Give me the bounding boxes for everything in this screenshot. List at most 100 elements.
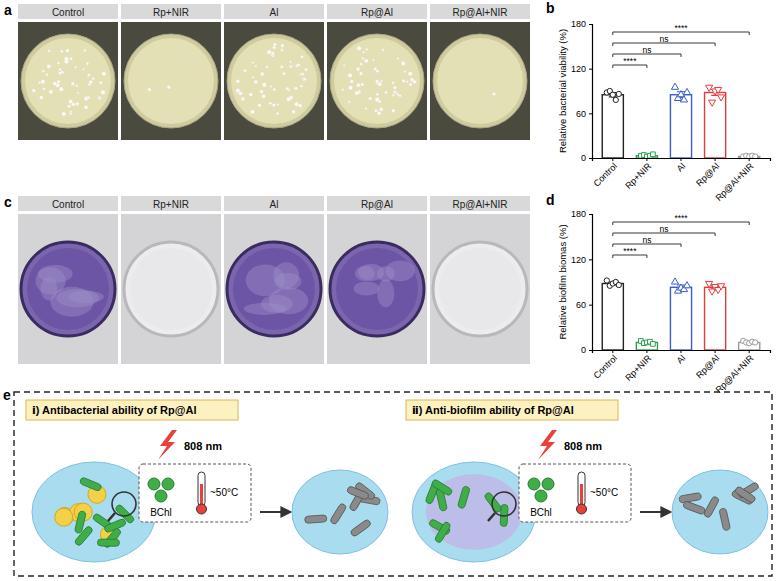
bacterium: [74, 525, 94, 546]
x-tick: Rp+NIR: [623, 350, 653, 383]
y-tick-label: 180: [571, 19, 586, 29]
plate-agar: [437, 38, 523, 124]
colony: [406, 80, 409, 83]
y-tick: 0: [581, 153, 592, 163]
significance-label: ns: [659, 34, 668, 44]
y-tick-label: 0: [581, 345, 586, 355]
thermometer-bulb: [577, 504, 587, 514]
x-tick: Al: [675, 350, 688, 366]
x-tick-mark: [612, 350, 613, 353]
colony: [492, 92, 496, 96]
colony: [89, 80, 93, 84]
significance-label: ns: [659, 224, 668, 234]
data-point: [610, 92, 615, 97]
colony: [262, 94, 266, 98]
plate-agar: [128, 38, 214, 124]
colony: [348, 101, 351, 104]
colony: [147, 88, 151, 92]
y-tick-mark: [589, 259, 592, 260]
bacterium: [683, 501, 706, 515]
panel-label: d: [546, 192, 555, 208]
colony: [401, 61, 405, 65]
colony: [266, 66, 269, 69]
colony: [362, 57, 365, 60]
colony: [393, 86, 397, 90]
data-point: [718, 284, 725, 290]
data-point: [604, 278, 609, 283]
significance-label: ****: [623, 56, 637, 66]
y-tick: 60: [576, 109, 592, 119]
colony: [397, 57, 399, 59]
bacterium: [719, 508, 731, 531]
data-point: [616, 91, 621, 96]
y-axis: 060120180: [571, 19, 593, 163]
data-point: [651, 152, 656, 157]
x-tick-label: Rp@Al: [694, 353, 721, 380]
x-tick-mark: [646, 158, 647, 161]
colony: [70, 57, 73, 60]
data-point: [753, 340, 758, 345]
colony: [355, 91, 359, 95]
colony: [238, 91, 242, 95]
y-axis-title: Relative bacterial viability (%): [557, 29, 568, 153]
colony: [97, 96, 101, 100]
y-tick-mark: [589, 24, 592, 25]
zoom-box: [139, 464, 251, 522]
x-axis: ControlRp+NIRAlRp@AlRp@Al+NIR: [592, 350, 771, 395]
y-tick: 180: [571, 209, 592, 219]
colony: [377, 111, 381, 115]
plate-rim: [227, 34, 321, 128]
schematic-title-box: [26, 400, 238, 420]
photo-header: [18, 196, 118, 211]
colony: [276, 112, 279, 115]
colony: [286, 97, 291, 102]
y-axis-title: Relative biofilm biomas (%): [557, 224, 568, 339]
photo-background: [18, 22, 118, 140]
y-tick-mark: [589, 305, 592, 306]
data-point: [651, 342, 656, 347]
x-axis-line: [593, 159, 771, 162]
schematic-frame: [14, 392, 772, 576]
plot-area: [602, 83, 760, 158]
colony: [249, 93, 253, 97]
photo-background: [18, 214, 118, 364]
colony: [87, 73, 90, 76]
well-rim: [21, 242, 115, 336]
colony: [348, 73, 353, 78]
plate-rim: [433, 34, 527, 128]
photo-label: Rp@Al+NIR: [453, 199, 508, 210]
photo-background: [121, 214, 221, 364]
colony: [374, 109, 377, 112]
colony: [280, 65, 283, 68]
colony: [67, 104, 71, 108]
stain-patch: [377, 266, 395, 281]
bchl-particle: [148, 478, 160, 490]
significance-label: ns: [642, 235, 651, 245]
colony: [376, 93, 379, 96]
colony: [82, 68, 84, 70]
stain-patch: [355, 266, 375, 281]
colony: [350, 80, 354, 84]
colony: [303, 78, 306, 81]
colony: [236, 79, 240, 83]
colony: [86, 62, 89, 65]
stain-patch: [269, 287, 308, 314]
colony: [49, 90, 53, 94]
bar: [602, 284, 623, 350]
colony: [32, 89, 36, 93]
colony: [68, 99, 72, 103]
x-tick-label: Control: [592, 353, 620, 381]
y-tick-mark: [589, 158, 592, 159]
y-tick: 0: [581, 345, 592, 355]
biofilm: [32, 462, 156, 562]
data-point: [715, 87, 722, 93]
colony: [250, 110, 254, 114]
x-tick-label: Al: [675, 353, 688, 366]
bacterium: [703, 496, 720, 519]
colony: [59, 87, 64, 92]
figure-svg: aControlRp+NIRAlRp@AlRp@Al+NIRcControlRp…: [0, 0, 777, 581]
photo-header: [430, 4, 530, 19]
colony: [368, 97, 372, 101]
colony: [102, 72, 106, 76]
x-tick-label: Rp@Al+NIR: [713, 161, 755, 203]
